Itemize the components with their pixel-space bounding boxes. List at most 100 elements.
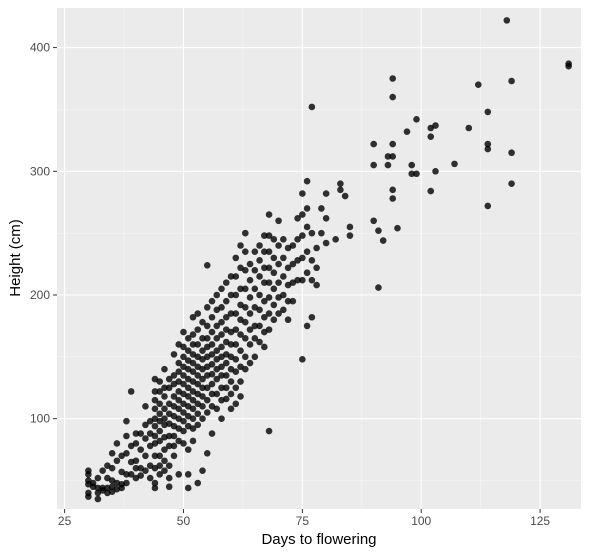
data-point [175, 405, 183, 413]
data-point [265, 211, 273, 218]
data-point [270, 285, 278, 293]
data-point [142, 435, 149, 442]
data-point [170, 452, 178, 460]
data-point [132, 430, 140, 437]
data-point [194, 310, 202, 317]
data-point [232, 341, 240, 348]
data-point [108, 464, 116, 472]
data-point [265, 264, 273, 272]
data-point [132, 457, 140, 465]
data-point [123, 479, 130, 487]
data-point [208, 341, 216, 348]
data-point [151, 405, 159, 413]
data-point [218, 343, 225, 351]
data-point [242, 248, 249, 255]
data-point [184, 446, 192, 453]
data-point [299, 190, 306, 197]
data-point [232, 368, 240, 375]
data-point [184, 471, 192, 478]
data-point [237, 347, 244, 354]
data-point [427, 187, 435, 195]
data-point [389, 153, 397, 160]
data-point [375, 227, 382, 234]
data-point [280, 306, 287, 314]
data-point [132, 440, 140, 447]
data-point [246, 276, 254, 284]
y-axis-title: Height (cm) [7, 219, 24, 297]
data-point [218, 384, 225, 392]
data-point [299, 356, 306, 363]
data-point [203, 409, 211, 416]
data-point [242, 229, 249, 237]
data-point [194, 372, 202, 379]
data-point [184, 384, 192, 392]
data-point [184, 334, 192, 342]
data-point [294, 276, 301, 284]
data-point [294, 215, 301, 222]
data-point [289, 260, 297, 268]
data-point [180, 372, 187, 379]
data-point [208, 351, 216, 358]
data-point [213, 375, 221, 383]
data-point [337, 180, 344, 187]
data-point [261, 297, 268, 305]
data-point [227, 390, 235, 398]
data-point [213, 405, 221, 413]
data-point [232, 400, 240, 408]
data-point [299, 276, 306, 284]
data-point [189, 359, 197, 367]
data-point [180, 353, 187, 361]
data-point [275, 242, 282, 249]
data-point [142, 452, 149, 460]
data-point [222, 359, 230, 367]
data-point [432, 167, 439, 175]
data-point [237, 378, 244, 385]
data-point [123, 417, 130, 425]
data-point [280, 254, 287, 262]
data-point [208, 328, 216, 336]
data-point [118, 484, 125, 492]
data-point [132, 464, 140, 472]
data-point [508, 149, 515, 157]
data-point [213, 291, 221, 299]
data-point [261, 343, 268, 351]
data-point [308, 103, 316, 111]
data-point [156, 427, 164, 435]
data-point [113, 457, 121, 465]
data-point [165, 375, 173, 383]
data-point [403, 128, 411, 135]
data-point [165, 384, 173, 392]
data-point [194, 421, 202, 429]
data-point [379, 237, 387, 244]
data-point [175, 396, 183, 404]
data-point [218, 415, 225, 423]
data-point [256, 273, 263, 280]
data-point [199, 334, 206, 342]
data-point [284, 264, 292, 272]
data-point [265, 294, 273, 301]
y-tick-label: 100 [30, 412, 50, 426]
data-point [251, 322, 259, 330]
data-point [389, 140, 397, 148]
data-point [218, 318, 225, 326]
data-point [161, 384, 168, 392]
data-point [261, 232, 268, 239]
data-point [108, 450, 116, 457]
data-point [208, 313, 216, 321]
data-point [189, 425, 197, 432]
data-point [261, 264, 268, 272]
data-point [484, 140, 492, 148]
data-point [275, 217, 282, 225]
data-point [237, 393, 244, 400]
data-point [165, 474, 173, 482]
x-tick-label: 75 [296, 514, 310, 528]
data-point [251, 285, 259, 293]
data-point [465, 124, 473, 132]
data-point [194, 380, 202, 388]
data-point [308, 257, 316, 264]
data-point [408, 170, 416, 178]
data-point [85, 493, 92, 500]
data-point [246, 326, 254, 333]
data-point [322, 215, 330, 222]
data-point [203, 334, 211, 342]
